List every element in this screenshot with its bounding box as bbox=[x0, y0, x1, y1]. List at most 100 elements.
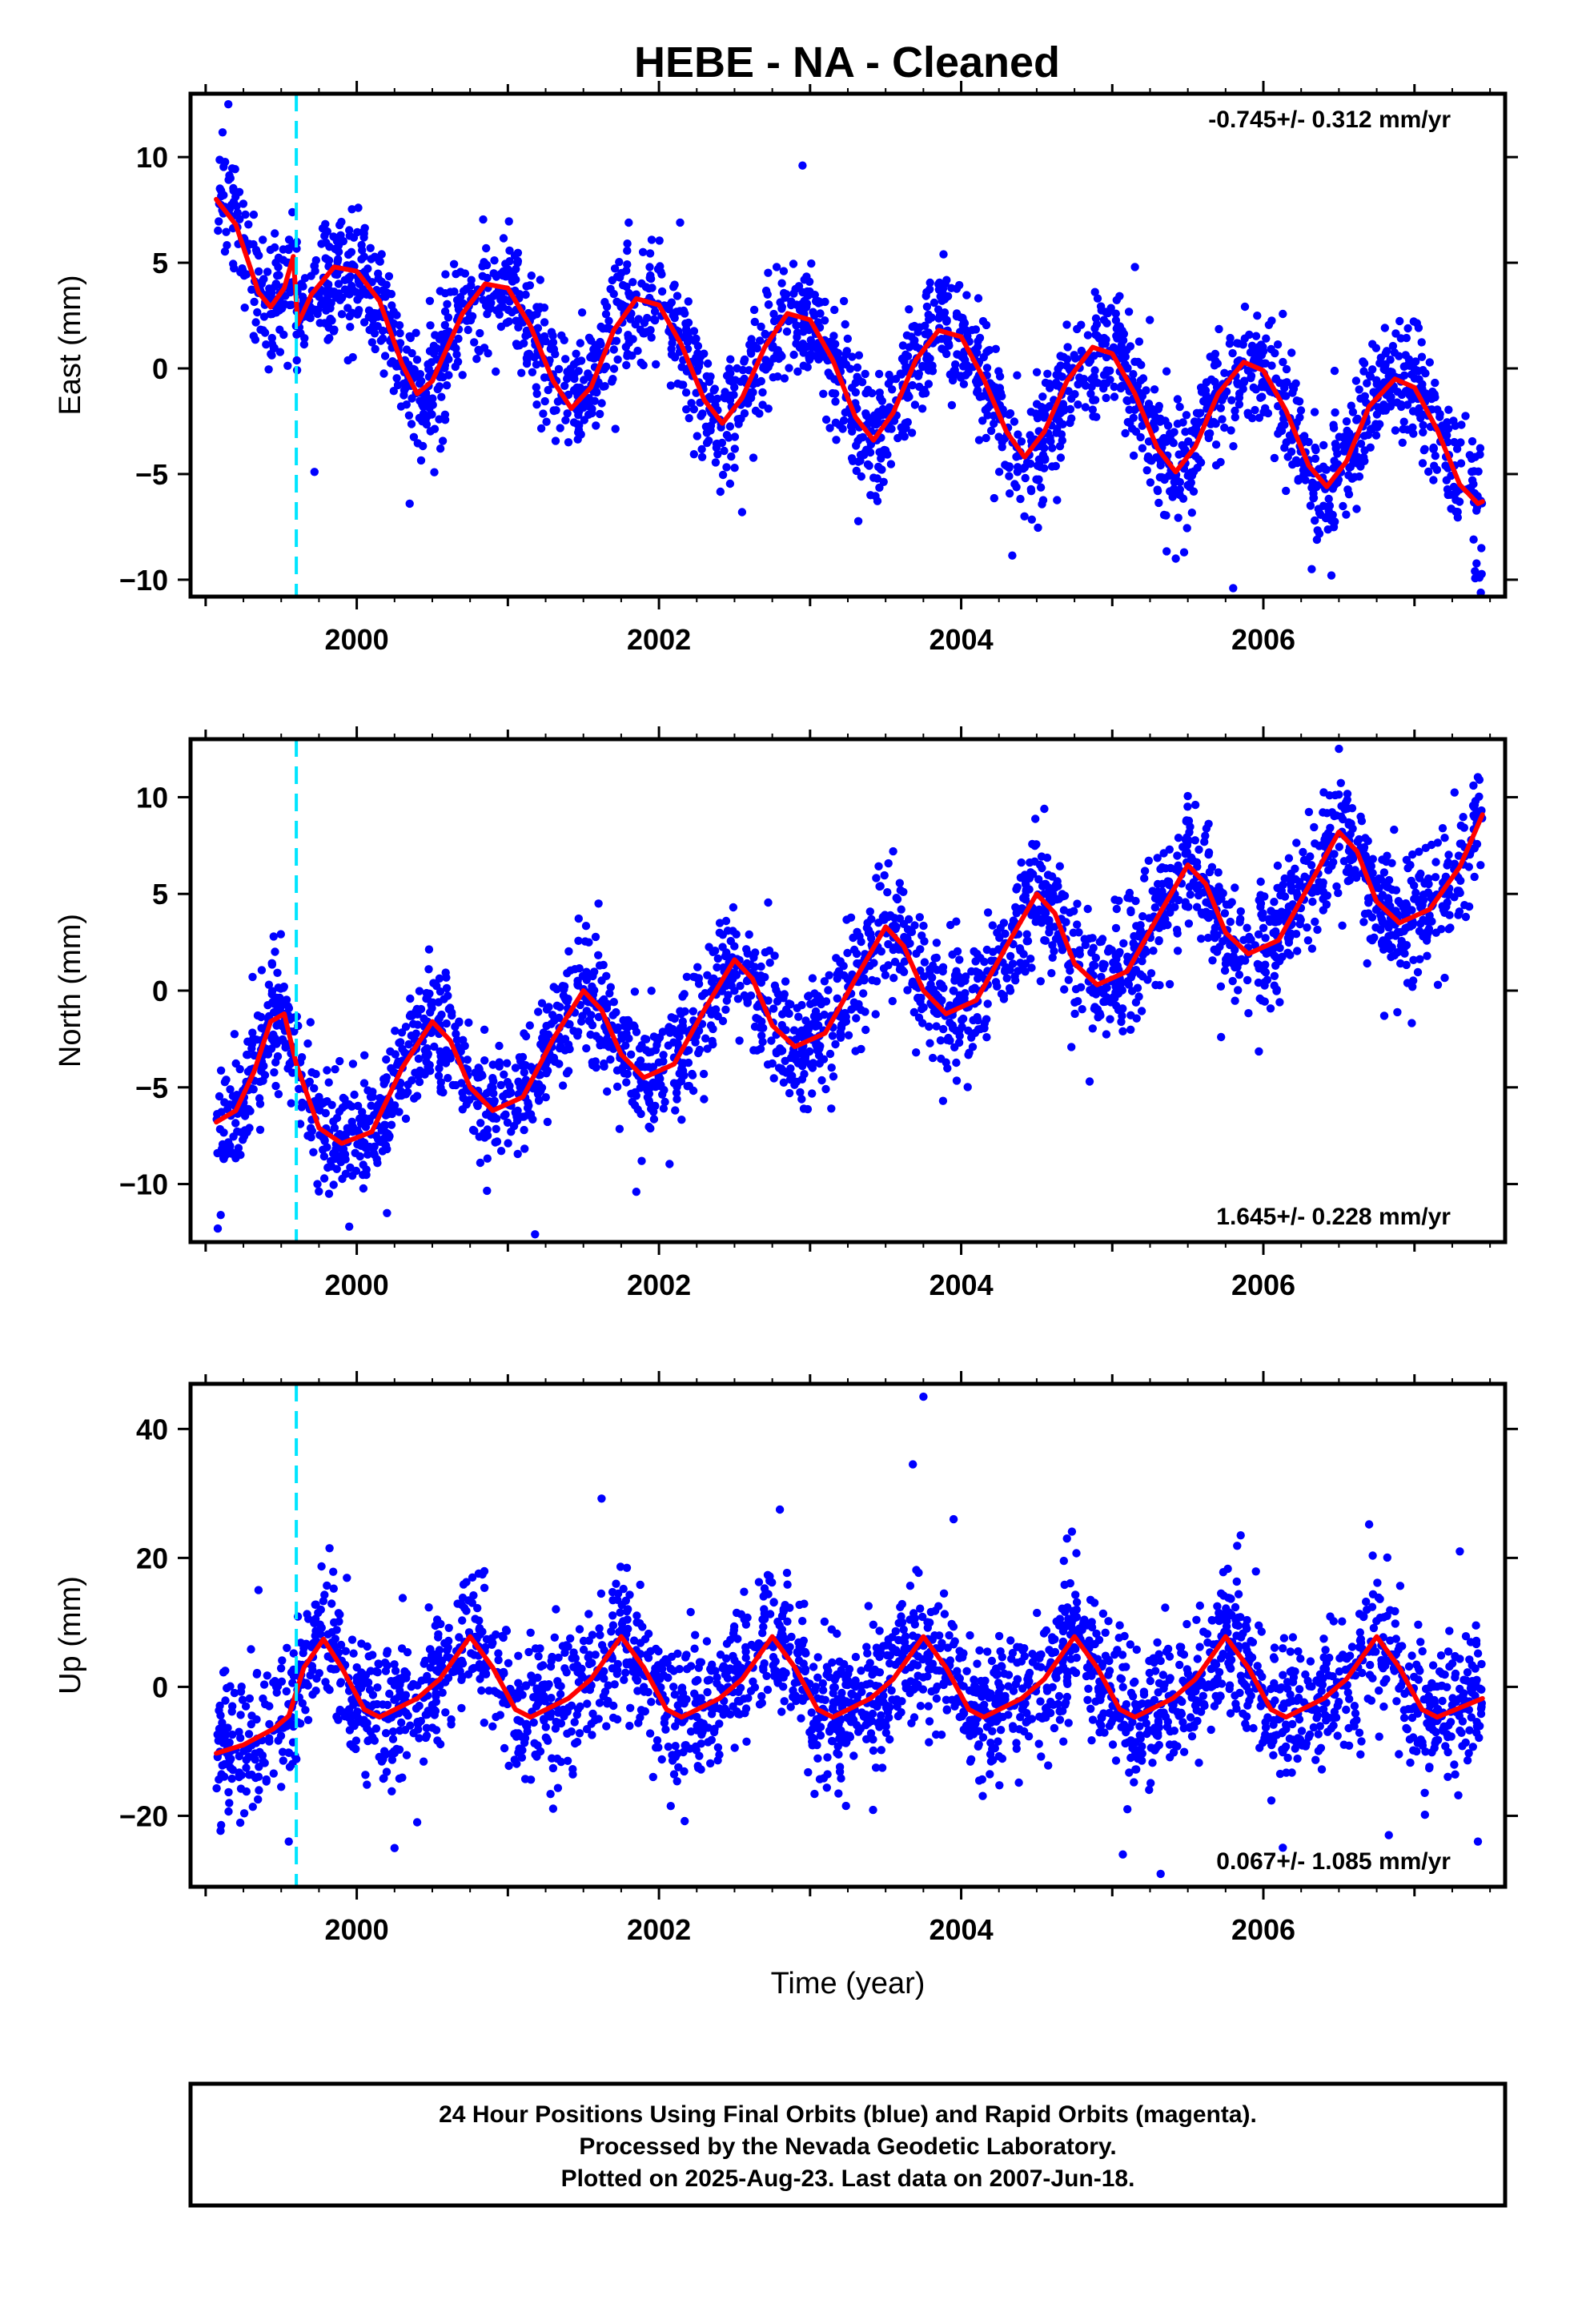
east-data-point bbox=[799, 361, 808, 370]
east-data-point bbox=[962, 360, 971, 370]
east-data-point bbox=[435, 382, 444, 391]
east-data-point bbox=[1430, 461, 1439, 470]
east-data-point bbox=[331, 293, 340, 302]
north-data-point bbox=[370, 1111, 379, 1120]
north-data-point bbox=[488, 1114, 498, 1123]
north-data-point bbox=[808, 1089, 817, 1098]
east-data-point bbox=[1456, 438, 1465, 447]
north-data-point bbox=[1014, 967, 1022, 975]
east-data-point bbox=[347, 247, 356, 256]
east-data-point bbox=[877, 464, 885, 474]
north-data-point bbox=[1219, 937, 1227, 946]
east-data-point bbox=[1112, 324, 1122, 333]
north-data-point bbox=[1423, 888, 1433, 897]
east-data-point bbox=[905, 343, 914, 352]
north-data-point bbox=[231, 1119, 240, 1128]
north-data-point bbox=[859, 989, 868, 998]
north-data-point bbox=[895, 914, 905, 923]
north-data-point bbox=[492, 1124, 500, 1134]
east-data-point bbox=[757, 322, 765, 332]
north-data-point bbox=[899, 887, 908, 897]
east-data-point bbox=[1424, 467, 1433, 476]
east-data-point bbox=[1372, 410, 1382, 419]
east-data-point bbox=[1111, 316, 1121, 325]
east-data-point bbox=[1211, 419, 1220, 428]
east-data-point bbox=[1021, 473, 1030, 483]
east-data-point bbox=[1350, 472, 1359, 481]
east-y-axis-label: East (mm) bbox=[54, 275, 87, 415]
east-data-point bbox=[1343, 485, 1352, 494]
east-data-point bbox=[1184, 437, 1193, 446]
north-data-point bbox=[520, 1029, 528, 1038]
east-data-point bbox=[1166, 429, 1174, 438]
east-data-point bbox=[359, 288, 367, 298]
east-data-point bbox=[857, 378, 867, 387]
north-data-point bbox=[1450, 893, 1459, 902]
east-data-point bbox=[504, 217, 513, 226]
north-data-point bbox=[503, 1059, 512, 1068]
north-data-point bbox=[661, 1097, 669, 1107]
north-data-point bbox=[426, 1067, 435, 1076]
east-data-point bbox=[1231, 406, 1239, 416]
north-data-point bbox=[1117, 1017, 1126, 1027]
east-data-point bbox=[264, 365, 273, 374]
north-data-point bbox=[1208, 956, 1217, 965]
east-data-point bbox=[255, 251, 263, 260]
east-data-point bbox=[1102, 319, 1111, 328]
east-data-point bbox=[926, 354, 934, 363]
east-data-point bbox=[504, 317, 513, 326]
north-data-point bbox=[1399, 947, 1408, 957]
east-data-point bbox=[1273, 340, 1283, 349]
east-data-point bbox=[517, 368, 526, 377]
east-data-point bbox=[1472, 559, 1481, 568]
east-data-point bbox=[982, 364, 992, 372]
north-data-point bbox=[796, 1088, 805, 1097]
east-model-fit-line bbox=[214, 196, 1485, 506]
east-data-point bbox=[1013, 371, 1022, 380]
east-data-point bbox=[358, 246, 367, 255]
north-data-point bbox=[1140, 866, 1150, 875]
north-data-point bbox=[842, 915, 851, 924]
east-data-point bbox=[269, 344, 279, 353]
north-data-point bbox=[504, 1139, 512, 1148]
north-data-point bbox=[699, 1069, 709, 1079]
east-data-point bbox=[249, 210, 259, 219]
north-data-point bbox=[588, 971, 597, 981]
east-data-point bbox=[1016, 494, 1025, 504]
east-data-point bbox=[346, 272, 355, 281]
east-data-point bbox=[262, 340, 271, 349]
east-data-point bbox=[853, 436, 862, 445]
east-data-point bbox=[1359, 452, 1368, 462]
north-data-point bbox=[1111, 923, 1121, 933]
north-data-point bbox=[609, 998, 618, 1007]
north-data-point bbox=[1059, 906, 1069, 915]
east-data-point bbox=[1331, 408, 1339, 417]
east-data-point bbox=[392, 311, 401, 320]
north-data-point bbox=[872, 977, 881, 986]
east-data-point bbox=[901, 363, 910, 372]
north-data-point bbox=[1220, 966, 1230, 975]
east-data-point bbox=[683, 337, 693, 347]
north-data-point bbox=[1347, 804, 1357, 813]
north-data-point bbox=[1311, 917, 1319, 927]
north-data-point bbox=[708, 1036, 717, 1046]
east-data-point bbox=[377, 250, 386, 259]
east-data-point bbox=[266, 245, 275, 255]
east-data-point bbox=[1419, 428, 1427, 436]
east-data-point bbox=[734, 420, 743, 428]
east-data-point bbox=[706, 426, 715, 435]
east-data-point bbox=[852, 466, 861, 476]
east-data-point bbox=[1073, 324, 1082, 334]
east-data-point bbox=[1244, 410, 1253, 420]
north-data-point bbox=[1106, 1015, 1114, 1023]
east-data-point bbox=[928, 361, 937, 370]
east-data-point bbox=[1401, 351, 1410, 360]
east-data-point bbox=[1026, 459, 1035, 468]
east-data-point bbox=[971, 325, 981, 334]
east-data-point bbox=[611, 424, 620, 433]
north-data-point bbox=[226, 1085, 235, 1094]
east-data-point bbox=[227, 164, 237, 173]
east-data-point bbox=[1348, 408, 1358, 416]
east-data-point bbox=[479, 215, 488, 224]
east-data-point bbox=[609, 289, 618, 299]
